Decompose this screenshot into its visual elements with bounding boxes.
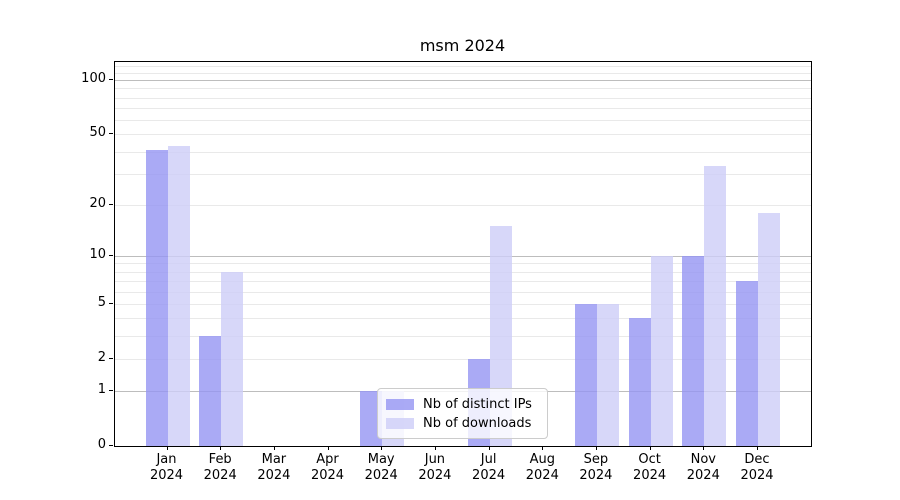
y-tick-label-50: 50: [89, 125, 106, 141]
gridline-y-50: [115, 134, 811, 136]
x-tick-label-oct: Oct 2024: [633, 452, 667, 483]
x-tick-oct: [649, 446, 651, 450]
y-tick-50: [109, 133, 113, 135]
y-tick-5: [109, 302, 113, 304]
x-tick-label-nov: Nov 2024: [686, 452, 720, 483]
gridline-y-10: [115, 255, 811, 257]
gridline-y-6: [115, 291, 811, 293]
y-tick-label-20: 20: [89, 195, 106, 211]
x-tick-dec: [757, 446, 758, 450]
gridline-y-5: [115, 303, 811, 305]
legend-item-distinct-ips: Nb of distinct IPs: [386, 397, 547, 412]
y-tick-label-1: 1: [97, 382, 106, 397]
legend-label-distinct-ips: Nb of distinct IPs: [423, 396, 532, 412]
x-tick-aug: [542, 446, 544, 450]
x-tick-label-sep: Sep 2024: [579, 452, 613, 483]
legend-label-downloads: Nb of downloads: [423, 415, 532, 431]
gridline-y-8: [115, 271, 811, 273]
x-tick-label-mar: Mar 2024: [257, 452, 291, 483]
gridline-y-80: [115, 97, 811, 99]
x-tick-label-apr: Apr 2024: [310, 452, 345, 483]
legend-swatch-downloads-icon: [386, 417, 414, 429]
gridline-y-3: [115, 336, 811, 338]
gridline-y-90: [115, 88, 811, 90]
y-tick-1: [109, 390, 113, 391]
chart-title: msm 2024: [419, 36, 506, 55]
bar-distinct-ips-jan: [145, 149, 168, 446]
y-tick-label-2: 2: [97, 349, 106, 365]
bar-distinct-ips-sep: [574, 303, 597, 446]
bar-distinct-ips-dec: [736, 281, 758, 446]
x-tick-mar: [273, 446, 275, 450]
legend-swatch-distinct-ips-icon: [386, 398, 414, 410]
bar-downloads-jan: [167, 145, 190, 446]
x-tick-jan: [166, 446, 168, 450]
y-tick-label-0: 0: [97, 437, 106, 452]
gridline-y-4: [115, 318, 811, 320]
legend: Nb of distinct IPs Nb of downloads: [377, 388, 548, 439]
y-tick-10: [109, 254, 113, 256]
bar-downloads-feb: [221, 271, 244, 446]
gridline-y-30: [115, 173, 811, 175]
gridline-y-60: [115, 120, 811, 121]
x-tick-label-feb: Feb 2024: [203, 452, 237, 483]
bar-downloads-nov: [704, 166, 727, 446]
x-tick-label-dec: Dec 2024: [740, 452, 774, 483]
y-tick-label-10: 10: [89, 246, 106, 262]
gridline-y-2: [115, 358, 811, 360]
y-tick-100: [109, 79, 113, 80]
bar-distinct-ips-may: [360, 391, 383, 446]
bar-downloads-oct: [650, 255, 673, 446]
gridline-y-40: [115, 151, 811, 153]
x-tick-label-may: May 2024: [364, 452, 398, 483]
plot-area: [114, 61, 812, 447]
gridline-y-9: [115, 263, 811, 265]
bar-downloads-sep: [596, 303, 619, 446]
bar-distinct-ips-nov: [682, 255, 705, 446]
bar-distinct-ips-oct: [628, 318, 651, 446]
x-tick-jun: [434, 446, 436, 450]
x-tick-feb: [220, 446, 222, 450]
gridline-y-20: [115, 204, 811, 206]
x-tick-may: [381, 446, 383, 450]
x-tick-apr: [327, 446, 329, 450]
x-tick-label-aug: Aug 2024: [525, 452, 559, 483]
gridline-y-7: [115, 281, 811, 283]
x-tick-label-jan: Jan 2024: [149, 452, 184, 483]
gridline-y-70: [115, 108, 811, 109]
y-tick-label-100: 100: [81, 71, 106, 86]
bar-distinct-ips-feb: [199, 336, 222, 446]
bar-downloads-dec: [758, 212, 780, 446]
y-tick-0: [109, 445, 113, 446]
y-tick-label-5: 5: [97, 294, 106, 310]
y-tick-2: [109, 357, 113, 359]
gridline-y-120: [115, 65, 811, 67]
x-tick-sep: [595, 446, 597, 450]
legend-item-downloads: Nb of downloads: [386, 416, 547, 431]
x-tick-nov: [703, 446, 705, 450]
x-tick-label-jun: Jun 2024: [418, 452, 452, 483]
x-tick-jul: [488, 446, 490, 450]
gridline-y-100: [115, 80, 811, 81]
gridline-y-110: [115, 72, 811, 74]
x-tick-label-jul: Jul 2024: [472, 452, 506, 483]
y-tick-20: [109, 203, 113, 205]
